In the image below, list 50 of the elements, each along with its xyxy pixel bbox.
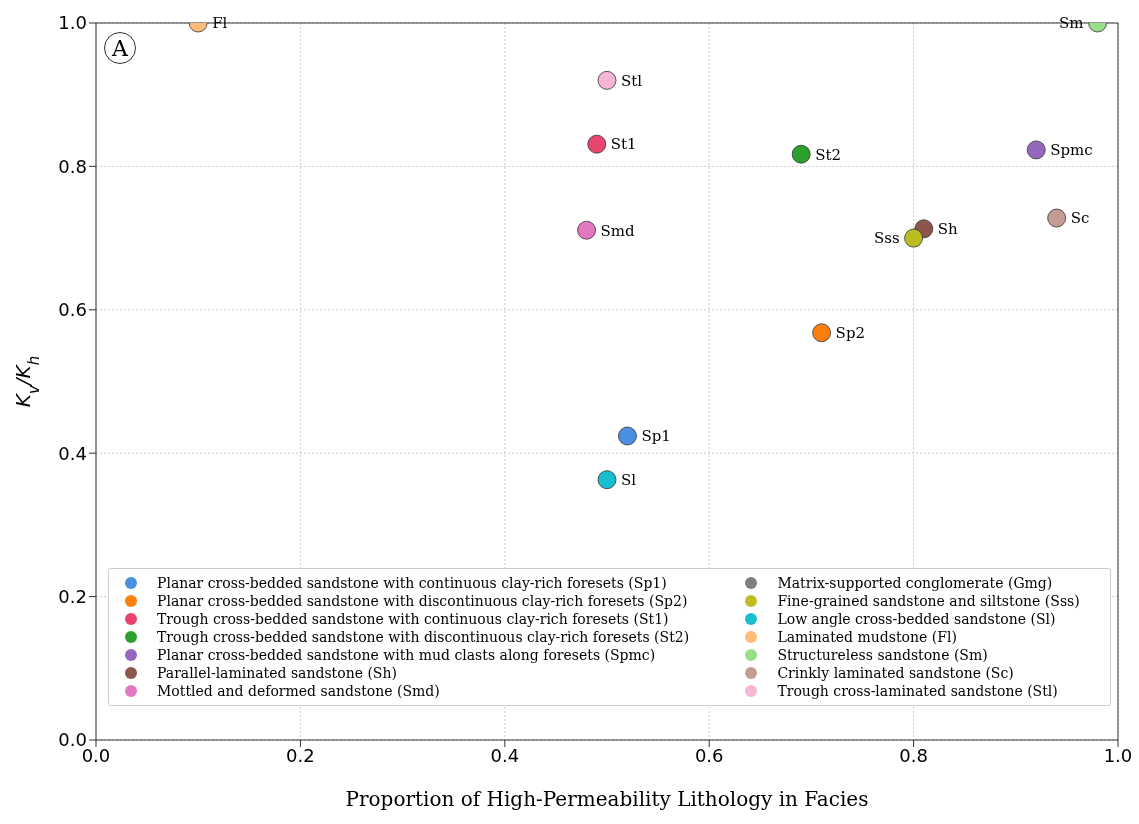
x-tick-label: 0.6 bbox=[694, 744, 724, 766]
annotation: Sh bbox=[937, 220, 959, 239]
y-tick-label: 0.2 bbox=[58, 585, 87, 607]
legend-label: Planar cross-bedded sandstone with continuous clay-rich foresets (Sp1) bbox=[157, 574, 667, 591]
annotation: Fl bbox=[212, 14, 228, 33]
legend-label: Mottled and deformed sandstone (Smd) bbox=[157, 682, 440, 699]
legend-label: Trough cross-bedded sandstone with discontinuous clay-rich foresets (St2) bbox=[157, 628, 690, 645]
legend-label: Laminated mudstone (Fl) bbox=[777, 628, 957, 645]
point bbox=[587, 134, 607, 154]
legend-label: Fine-grained sandstone and siltstone (Sss) bbox=[777, 592, 1080, 609]
point bbox=[791, 144, 811, 164]
legend-label: Matrix-supported conglomerate (Gmg) bbox=[777, 574, 1053, 591]
point bbox=[618, 426, 637, 446]
y-tick-label: 0.6 bbox=[58, 299, 87, 321]
annotation: Sl bbox=[621, 471, 637, 490]
annotation: St2 bbox=[815, 145, 842, 164]
legend-label: Planar cross-bedded sandstone with mud clasts along foresets (Spmc) bbox=[157, 646, 656, 663]
legend-label: Trough cross-bedded sandstone with continuous clay-rich foresets (St1) bbox=[157, 610, 669, 627]
annotation: Sc bbox=[1070, 209, 1090, 228]
legend-label: Parallel-laminated sandstone (Sh) bbox=[157, 664, 397, 681]
y-tick-label: 0.4 bbox=[58, 442, 87, 464]
point bbox=[1026, 140, 1046, 160]
legend-label: Low angle cross-bedded sandstone (Sl) bbox=[777, 610, 1056, 627]
legend-label: Planar cross-bedded sandstone with discontinuous clay-rich foresets (Sp2) bbox=[157, 592, 688, 609]
y-tick-label: 1.0 bbox=[58, 12, 87, 34]
x-tick-label: 1.0 bbox=[1103, 744, 1133, 766]
annotation: Sp1 bbox=[641, 427, 671, 446]
annotation: A bbox=[112, 35, 128, 61]
annotation: St1 bbox=[610, 135, 637, 154]
x-tick-label: 0.2 bbox=[286, 744, 315, 766]
annotation: Sss bbox=[873, 229, 900, 248]
legend-label: Trough cross-laminated sandstone (Stl) bbox=[777, 682, 1058, 699]
x-tick-label: 0.8 bbox=[899, 744, 928, 766]
point bbox=[577, 220, 596, 240]
x-tick-label: 0.4 bbox=[490, 744, 520, 766]
point bbox=[597, 470, 617, 490]
point bbox=[812, 323, 832, 343]
y-tick-label: 0.8 bbox=[58, 155, 87, 177]
annotation: Smd bbox=[600, 221, 636, 240]
point bbox=[904, 228, 923, 248]
annotation: Sp2 bbox=[835, 324, 866, 343]
x-axis-title: Proportion of High-Permeability Lithology in Facies bbox=[345, 787, 869, 811]
legend-label: Structureless sandstone (Sm) bbox=[777, 646, 988, 663]
annotation: Sm bbox=[1059, 14, 1084, 33]
point bbox=[1047, 208, 1067, 228]
annotation: Spmc bbox=[1050, 141, 1093, 160]
label-circle: A bbox=[104, 32, 136, 64]
point bbox=[597, 70, 617, 90]
annotation: Stl bbox=[621, 71, 643, 90]
legend-label: Crinkly laminated sandstone (Sc) bbox=[777, 664, 1014, 681]
